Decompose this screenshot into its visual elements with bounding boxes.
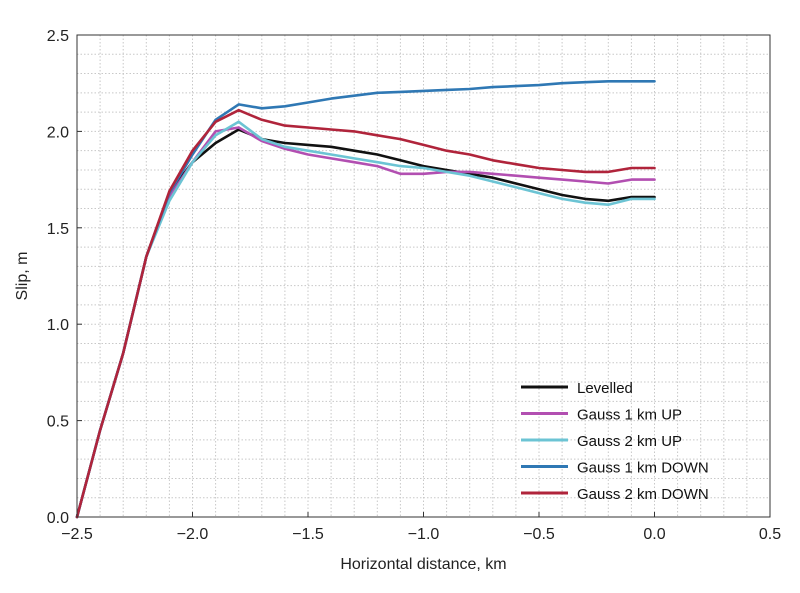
series-line-gauss-1-km-up xyxy=(75,126,656,519)
legend: Levelled Gauss 1 km UP Gauss 2 km UP Gauss … xyxy=(521,380,709,503)
series-lines xyxy=(75,80,656,519)
x-tick-label: 0.5 xyxy=(759,526,781,543)
y-tick-label: 2.0 xyxy=(47,124,69,141)
axis-ticks: −2.5 −2.0 −1.5 −1.0 −0.5 0.0 0.5 0.0 0.5 1.0 1.5 2.… xyxy=(47,28,781,543)
y-tick-label: 1.5 xyxy=(47,221,69,238)
series-line-gauss-2-km-down xyxy=(75,108,656,519)
grid xyxy=(77,35,770,517)
x-tick-label: −1.0 xyxy=(408,526,440,543)
series-line-gauss-2-km-up xyxy=(75,120,656,519)
x-tick-label: −2.5 xyxy=(61,526,93,543)
legend-label: Gauss 1 km DOWN xyxy=(577,460,709,477)
x-tick-label: −0.5 xyxy=(523,526,555,543)
series-line-gauss-1-km-down xyxy=(75,80,656,519)
x-tick-label: 0.0 xyxy=(643,526,665,543)
y-tick-label: 1.0 xyxy=(47,317,69,334)
legend-label: Levelled xyxy=(577,380,633,397)
y-tick-label: 2.5 xyxy=(47,28,69,45)
y-tick-label: 0.0 xyxy=(47,510,69,527)
y-tick-label: 0.5 xyxy=(47,414,69,431)
x-axis-title: Horizontal distance, km xyxy=(340,556,506,573)
y-axis-title: Slip, m xyxy=(14,252,31,301)
legend-label: Gauss 1 km UP xyxy=(577,407,682,424)
x-tick-label: −1.5 xyxy=(292,526,324,543)
legend-label: Gauss 2 km UP xyxy=(577,433,682,450)
legend-label: Gauss 2 km DOWN xyxy=(577,486,709,503)
x-tick-label: −2.0 xyxy=(177,526,209,543)
